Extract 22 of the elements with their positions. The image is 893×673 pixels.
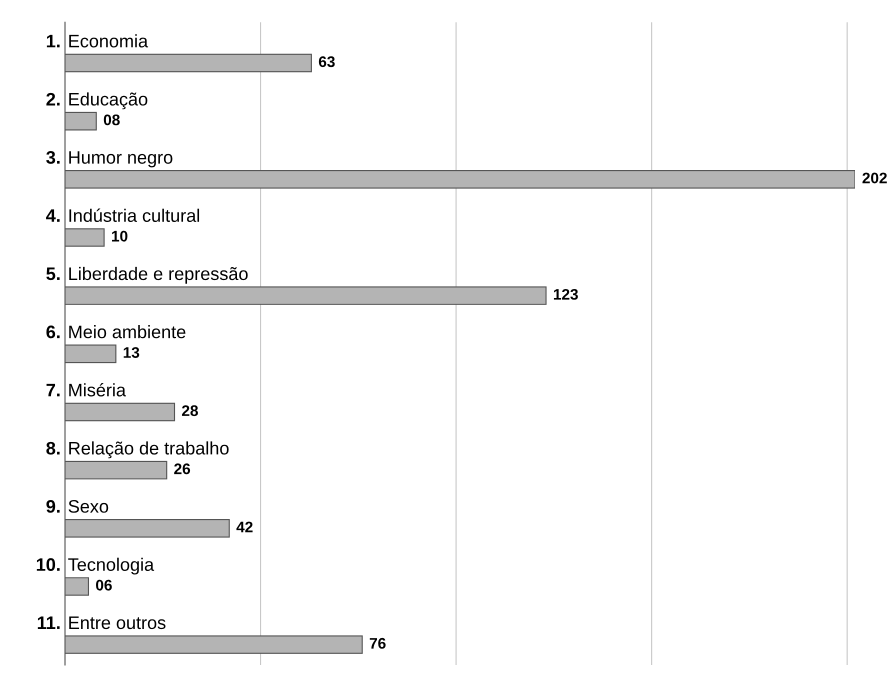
y-tick-label: 6. Meio ambiente [46,325,186,338]
y-tick-label: 10. Tecnologia [36,558,154,575]
data-label: 10 [112,230,128,242]
data-label: 28 [182,405,198,416]
y-tick-label: 5. Liberdade e repressão [46,266,248,284]
data-label: 42 [236,522,253,532]
data-label: 06 [96,580,112,591]
y-tick-label: 1. Economia [46,34,148,48]
y-tick-label: 9. Sexo [46,500,108,513]
data-label: 13 [124,347,140,358]
data-label: 202 [862,172,887,184]
data-label: 26 [174,463,190,474]
y-tick-label: 2. Educação [46,92,148,110]
data-label: 123 [554,288,578,300]
data-label: 76 [370,638,386,649]
y-tick-label: 7. Miséria [46,383,126,396]
y-tick-label: 4. Indústria cultural [46,208,200,222]
data-label: 08 [104,114,120,126]
y-tick-label: 11. Entre outros [38,616,166,630]
y-tick-label: 8. Relação de trabalho [46,441,229,458]
data-label: 63 [318,56,335,68]
y-tick-label: 3. Humor negro [46,151,172,168]
